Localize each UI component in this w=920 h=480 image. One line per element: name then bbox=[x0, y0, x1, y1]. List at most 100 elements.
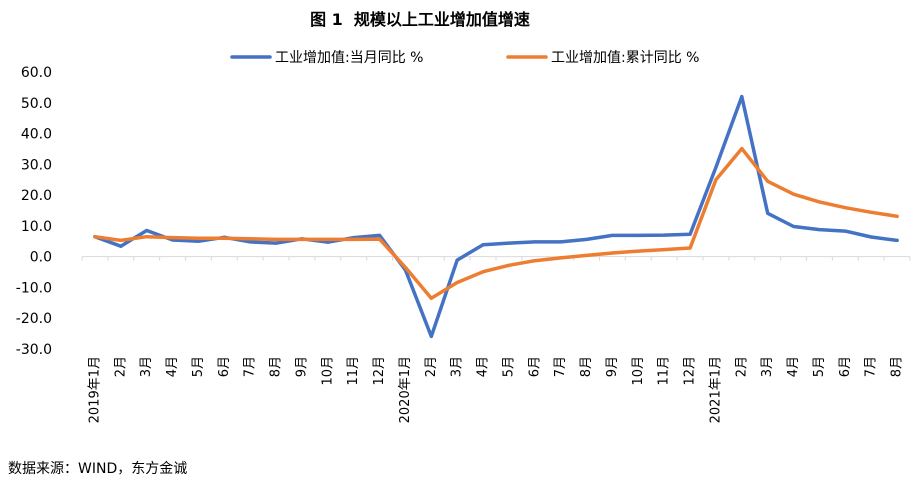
x-tick-label: 9月 bbox=[605, 356, 620, 377]
data-point bbox=[688, 232, 692, 236]
legend-label: 工业增加值:累计同比 % bbox=[551, 50, 699, 66]
x-tick-label: 6月 bbox=[217, 356, 232, 377]
y-tick-label: -10.0 bbox=[16, 280, 52, 296]
data-point bbox=[584, 237, 589, 242]
data-point bbox=[403, 265, 408, 270]
data-point bbox=[559, 256, 563, 260]
x-tick-label: 10月 bbox=[631, 356, 646, 386]
x-tick-label: 5月 bbox=[812, 356, 827, 377]
x-tick-label: 4月 bbox=[165, 356, 180, 377]
x-tick-label: 2019年1月 bbox=[87, 356, 102, 423]
x-tick-label: 9月 bbox=[294, 356, 309, 377]
data-point bbox=[377, 237, 382, 241]
data-point bbox=[869, 210, 873, 214]
data-point bbox=[662, 233, 666, 237]
x-tick-label: 4月 bbox=[786, 356, 801, 377]
data-point bbox=[170, 235, 175, 240]
x-tick-label: 4月 bbox=[476, 356, 491, 377]
data-point bbox=[300, 237, 304, 242]
x-tick-label: 10月 bbox=[320, 356, 335, 386]
source-note: 数据来源：WIND，东方金诚 bbox=[8, 461, 188, 477]
data-point bbox=[507, 263, 511, 267]
y-tick-label: 20.0 bbox=[21, 188, 52, 204]
data-point bbox=[196, 239, 201, 243]
data-point bbox=[843, 206, 847, 210]
data-point bbox=[688, 246, 692, 250]
data-point bbox=[429, 296, 433, 300]
data-point bbox=[248, 237, 252, 241]
y-tick-label: -20.0 bbox=[16, 311, 52, 327]
data-point bbox=[843, 229, 847, 233]
data-point bbox=[429, 334, 433, 338]
data-point bbox=[481, 243, 485, 247]
x-tick-label: 3月 bbox=[139, 356, 154, 377]
data-point bbox=[895, 214, 899, 218]
x-tick-label: 6月 bbox=[527, 356, 542, 377]
data-point bbox=[119, 244, 123, 248]
data-point bbox=[145, 235, 149, 239]
x-tick-label: 2021年1月 bbox=[708, 356, 723, 423]
data-point bbox=[377, 233, 382, 238]
data-point bbox=[791, 192, 796, 196]
legend-label: 工业增加值:当月同比 % bbox=[275, 50, 423, 66]
data-point bbox=[326, 240, 330, 244]
data-point bbox=[481, 270, 485, 274]
data-point bbox=[196, 236, 201, 240]
data-point bbox=[610, 233, 615, 238]
x-tick-label: 7月 bbox=[243, 356, 258, 377]
x-tick-label: 5月 bbox=[191, 356, 206, 377]
data-point bbox=[636, 233, 640, 238]
data-point bbox=[274, 237, 278, 242]
series-line-1 bbox=[93, 94, 899, 339]
x-tick-label: 12月 bbox=[372, 356, 387, 386]
data-point bbox=[222, 236, 226, 240]
data-point bbox=[507, 241, 511, 245]
y-tick-label: 50.0 bbox=[21, 96, 52, 112]
data-point bbox=[248, 240, 252, 244]
x-tick-label: 7月 bbox=[864, 356, 879, 377]
data-point bbox=[740, 95, 744, 99]
data-point bbox=[352, 237, 356, 242]
data-point bbox=[740, 147, 744, 151]
data-point bbox=[326, 237, 330, 242]
data-point bbox=[714, 165, 718, 170]
x-tick-label: 2020年1月 bbox=[398, 356, 413, 423]
y-tick-label: 40.0 bbox=[21, 127, 52, 143]
data-point bbox=[895, 238, 899, 242]
y-tick-label: 0.0 bbox=[30, 250, 52, 266]
data-point bbox=[533, 259, 537, 263]
data-point bbox=[766, 179, 770, 183]
y-tick-label: 30.0 bbox=[21, 157, 52, 173]
x-tick-label: 11月 bbox=[346, 356, 361, 386]
data-point bbox=[817, 200, 822, 204]
data-point bbox=[791, 224, 796, 229]
y-tick-label: 60.0 bbox=[21, 65, 52, 81]
x-tick-label: 12月 bbox=[683, 356, 698, 386]
data-point bbox=[119, 238, 123, 242]
data-point bbox=[817, 227, 822, 232]
data-point bbox=[610, 251, 615, 255]
data-point bbox=[559, 240, 563, 244]
x-tick-label: 7月 bbox=[553, 356, 568, 377]
x-tick-label: 2月 bbox=[734, 356, 749, 377]
x-tick-label: 8月 bbox=[269, 356, 284, 377]
x-tick-label: 2月 bbox=[424, 356, 439, 377]
x-tick-label: 11月 bbox=[657, 356, 672, 386]
data-point bbox=[714, 178, 718, 182]
data-point bbox=[869, 235, 873, 239]
data-point bbox=[274, 241, 278, 245]
x-tick-label: 6月 bbox=[838, 356, 853, 377]
x-tick-label: 2月 bbox=[113, 356, 128, 377]
y-tick-label: -30.0 bbox=[16, 342, 52, 358]
chart-title: 图 1 规模以上工业增加值增速 bbox=[310, 10, 530, 29]
data-point bbox=[533, 240, 537, 244]
data-point bbox=[455, 280, 459, 285]
data-point bbox=[636, 249, 640, 253]
y-tick-label: 10.0 bbox=[21, 219, 52, 235]
data-point bbox=[145, 228, 149, 233]
data-point bbox=[766, 211, 770, 215]
x-tick-label: 8月 bbox=[890, 356, 905, 377]
x-tick-label: 5月 bbox=[501, 356, 516, 377]
data-point bbox=[455, 258, 459, 262]
